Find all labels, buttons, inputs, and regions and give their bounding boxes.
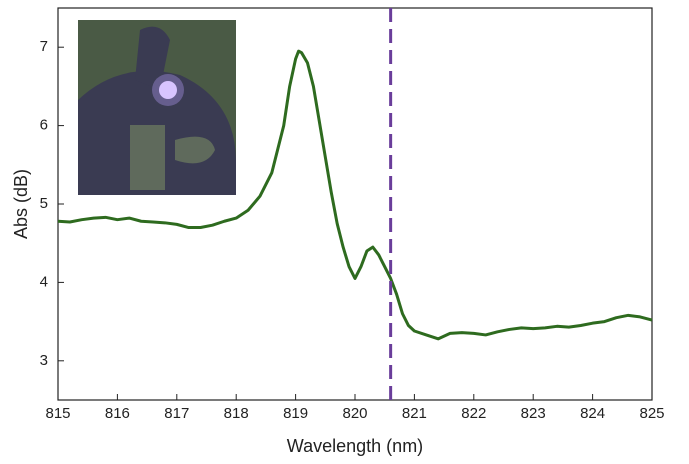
x-tick-label: 823 bbox=[521, 405, 546, 422]
x-tick-label: 820 bbox=[342, 405, 367, 422]
x-tick-label: 816 bbox=[105, 405, 130, 422]
x-tick-label: 825 bbox=[639, 405, 664, 422]
y-tick-label: 4 bbox=[40, 273, 48, 290]
x-tick-label: 824 bbox=[580, 405, 605, 422]
x-tick-label: 817 bbox=[164, 405, 189, 422]
x-tick-label: 815 bbox=[45, 405, 70, 422]
data-line bbox=[57, 49, 653, 341]
y-tick-label: 5 bbox=[40, 195, 48, 212]
y-tick-label: 3 bbox=[40, 352, 48, 369]
x-tick-label: 818 bbox=[224, 405, 249, 422]
x-tick-label: 821 bbox=[402, 405, 427, 422]
y-tick-label: 6 bbox=[40, 117, 48, 134]
inset-photo bbox=[78, 20, 236, 195]
x-tick-label: 822 bbox=[461, 405, 486, 422]
y-tick-label: 7 bbox=[40, 38, 48, 55]
x-tick-label: 819 bbox=[283, 405, 308, 422]
x-axis-label: Wavelength (nm) bbox=[287, 436, 423, 456]
y-axis-label: Abs (dB) bbox=[11, 169, 31, 239]
